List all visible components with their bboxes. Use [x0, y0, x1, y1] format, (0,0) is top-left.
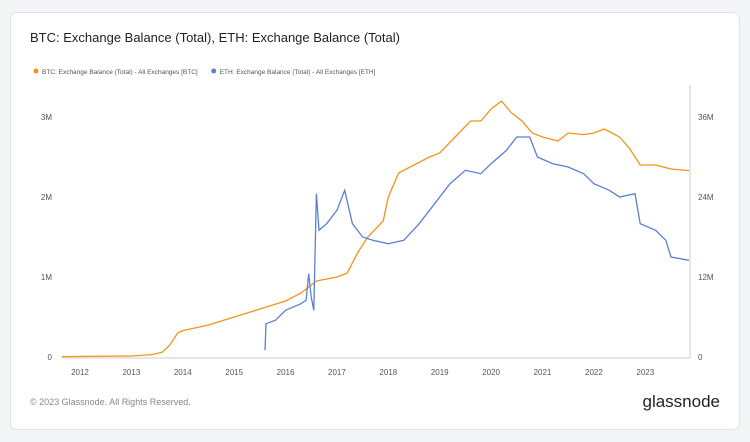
y2-tick-label: 0 — [698, 353, 703, 362]
y-tick-label: 3M — [41, 113, 52, 122]
x-tick-label: 2021 — [534, 368, 552, 377]
footer: © 2023 Glassnode. All Rights Reserved. — [30, 397, 191, 407]
x-tick-label: 2018 — [379, 368, 397, 377]
x-tick-label: 2019 — [431, 368, 449, 377]
series-line — [264, 136, 690, 351]
x-tick-label: 2014 — [174, 368, 192, 377]
chart-title: BTC: Exchange Balance (Total), ETH: Exch… — [30, 30, 400, 45]
y2-tick-label: 24M — [698, 193, 714, 202]
x-tick-label: 2023 — [636, 368, 654, 377]
brand-logo: glassnode — [642, 392, 720, 411]
x-tick-label: 2013 — [122, 368, 140, 377]
legend-marker — [33, 68, 39, 74]
y2-tick-label: 36M — [698, 113, 714, 122]
legend-label: ETH: Exchange Balance (Total) - All Exch… — [220, 69, 376, 76]
x-tick-label: 2012 — [71, 368, 89, 377]
x-tick-label: 2020 — [482, 368, 500, 377]
x-tick-label: 2022 — [585, 368, 603, 377]
legend-label: BTC: Exchange Balance (Total) - All Exch… — [42, 69, 198, 76]
x-tick-label: 2015 — [225, 368, 243, 377]
x-tick-label: 2016 — [277, 368, 295, 377]
legend-marker — [211, 68, 217, 74]
y2-tick-label: 12M — [698, 273, 714, 282]
y-tick-label: 2M — [41, 193, 52, 202]
y-tick-label: 0 — [48, 353, 53, 362]
card — [10, 12, 740, 430]
x-tick-label: 2017 — [328, 368, 346, 377]
series-line — [61, 100, 690, 358]
y-tick-label: 1M — [41, 273, 52, 282]
